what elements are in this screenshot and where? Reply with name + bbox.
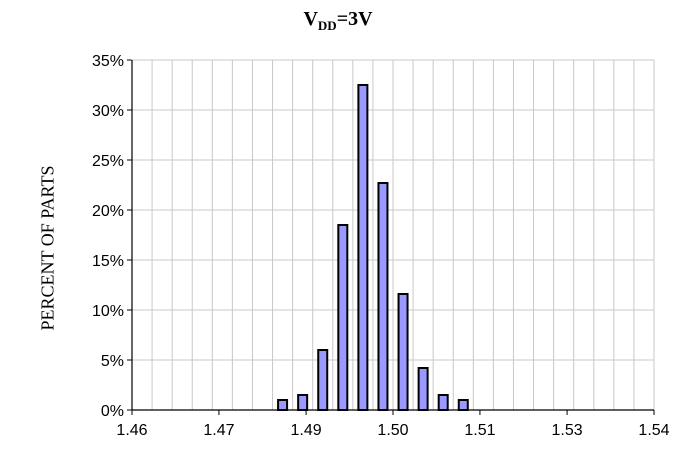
y-tick-label: 10% <box>92 303 124 320</box>
x-tick-label: 1.46 <box>116 422 147 439</box>
histogram-bar <box>297 394 309 411</box>
x-tick-label: 1.53 <box>551 422 582 439</box>
y-tick-label: 25% <box>92 153 124 170</box>
histogram-bar <box>357 84 369 411</box>
x-tick-label: 1.49 <box>290 422 321 439</box>
chart-title-subscript: DD <box>317 18 337 33</box>
histogram-bar <box>397 293 409 411</box>
histogram-bar <box>377 182 389 411</box>
x-tick-label: 1.47 <box>203 422 234 439</box>
histogram-bar <box>317 349 329 411</box>
y-tick-label: 0% <box>101 403 124 420</box>
histogram-bar <box>457 399 469 411</box>
chart-title-suffix: =3V <box>336 8 373 30</box>
y-tick-label: 5% <box>101 353 124 370</box>
chart-title: VDD=3V <box>0 8 676 34</box>
y-axis-label: PERCENT OF PARTS <box>37 165 58 331</box>
histogram-bar <box>417 367 429 411</box>
y-tick-label: 35% <box>92 53 124 70</box>
y-tick-label: 20% <box>92 203 124 220</box>
histogram-bar <box>437 394 449 411</box>
histogram-bar <box>277 399 289 411</box>
histogram-bar <box>337 224 349 411</box>
x-tick-label: 1.51 <box>464 422 495 439</box>
y-tick-label: 15% <box>92 253 124 270</box>
x-tick-label: 1.50 <box>377 422 408 439</box>
y-tick-label: 30% <box>92 103 124 120</box>
x-tick-label: 1.54 <box>638 422 669 439</box>
chart-title-main: V <box>303 8 318 30</box>
